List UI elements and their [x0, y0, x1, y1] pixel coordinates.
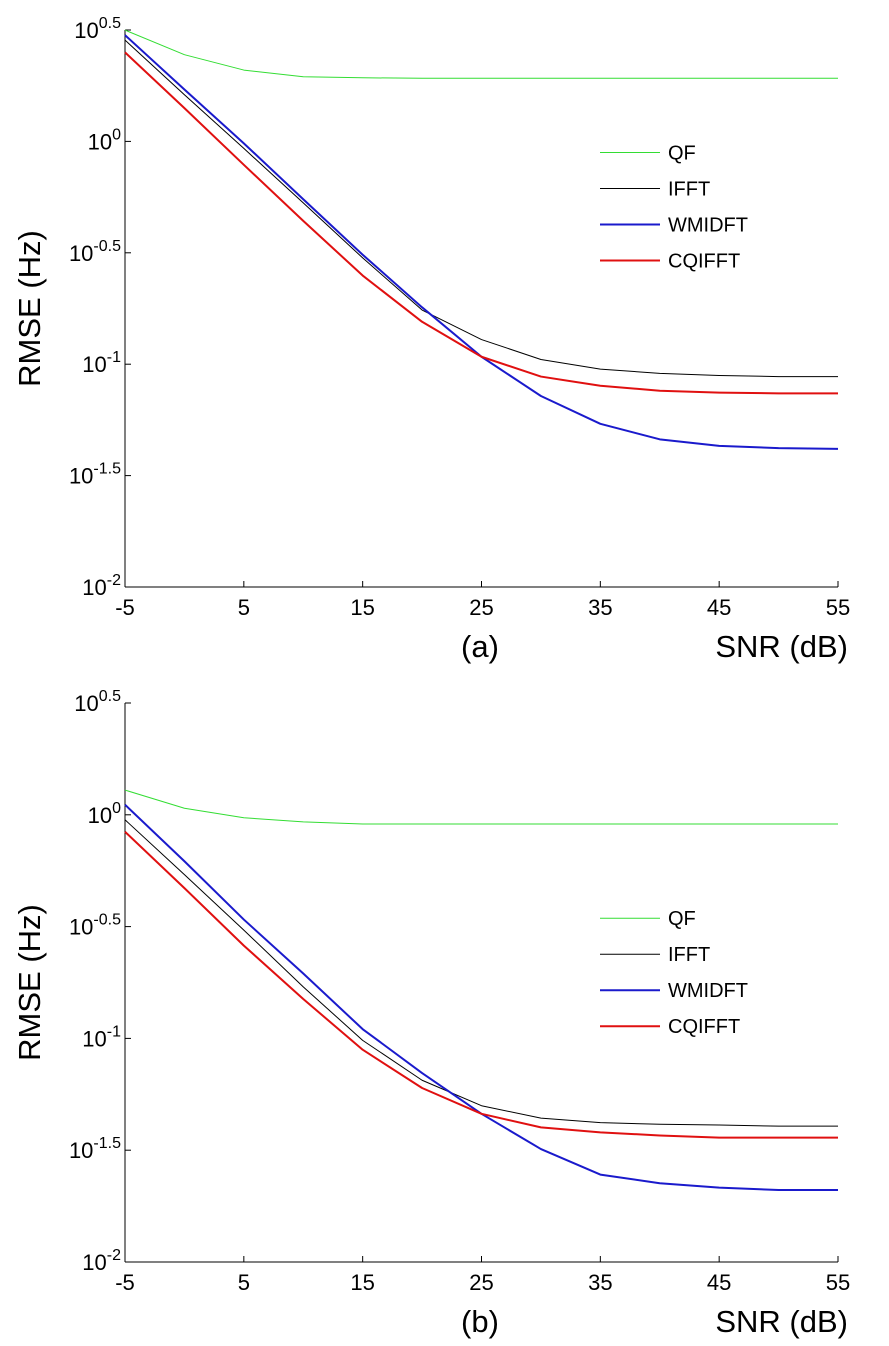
legend-label: CQIFFT — [668, 1016, 740, 1038]
x-tick-label: 5 — [238, 1270, 250, 1295]
x-tick-label: -5 — [115, 1270, 135, 1295]
legend-label: QF — [668, 908, 696, 930]
x-tick-label: 25 — [469, 595, 493, 620]
series-line — [124, 34, 839, 450]
x-tick-label: 35 — [588, 1270, 612, 1295]
y-tick-label: 100.5 — [74, 15, 121, 43]
x-tick-label: -5 — [115, 595, 135, 620]
x-tick-label: 55 — [826, 1270, 850, 1295]
y-axis-label: RMSE (Hz) — [12, 904, 47, 1061]
legend-label: IFFT — [668, 179, 710, 201]
series-line — [124, 51, 838, 395]
y-tick-label: 10-0.5 — [69, 912, 121, 940]
y-tick-label: 100 — [88, 800, 121, 828]
x-tick-label: 35 — [588, 595, 612, 620]
legend-label: QF — [668, 143, 696, 165]
x-tick-label: 15 — [350, 1270, 374, 1295]
series-line — [124, 831, 838, 1139]
annotation: (b) — [461, 1304, 499, 1339]
y-tick-label: 10-0.5 — [69, 238, 121, 266]
legend-label: CQIFFT — [668, 251, 740, 273]
x-tick-label: 55 — [826, 595, 850, 620]
x-tick-label: 5 — [238, 595, 250, 620]
y-tick-label: 10-1 — [82, 1023, 121, 1051]
x-tick-label: 15 — [350, 595, 374, 620]
annotation: (a) — [461, 629, 499, 664]
y-tick-label: 10-2 — [82, 572, 121, 600]
y-tick-label: 10-1 — [82, 349, 121, 377]
series-line — [124, 29, 838, 79]
x-tick-label: 45 — [707, 595, 731, 620]
series-line — [124, 819, 838, 1127]
x-axis-label: SNR (dB) — [715, 1304, 848, 1339]
y-axis-label: RMSE (Hz) — [12, 230, 47, 387]
y-tick-label: 100 — [88, 126, 121, 154]
legend-label: WMIDFT — [668, 980, 748, 1002]
y-tick-label: 100.5 — [74, 688, 121, 716]
legend-label: IFFT — [668, 944, 710, 966]
y-tick-label: 10-1.5 — [69, 461, 121, 489]
legend-label: WMIDFT — [668, 215, 748, 237]
series-line — [124, 39, 838, 378]
y-tick-label: 10-2 — [82, 1247, 121, 1275]
series-line — [124, 789, 838, 825]
y-tick-label: 10-1.5 — [69, 1135, 121, 1163]
x-axis-label: SNR (dB) — [715, 629, 848, 664]
x-tick-label: 45 — [707, 1270, 731, 1295]
x-tick-label: 25 — [469, 1270, 493, 1295]
